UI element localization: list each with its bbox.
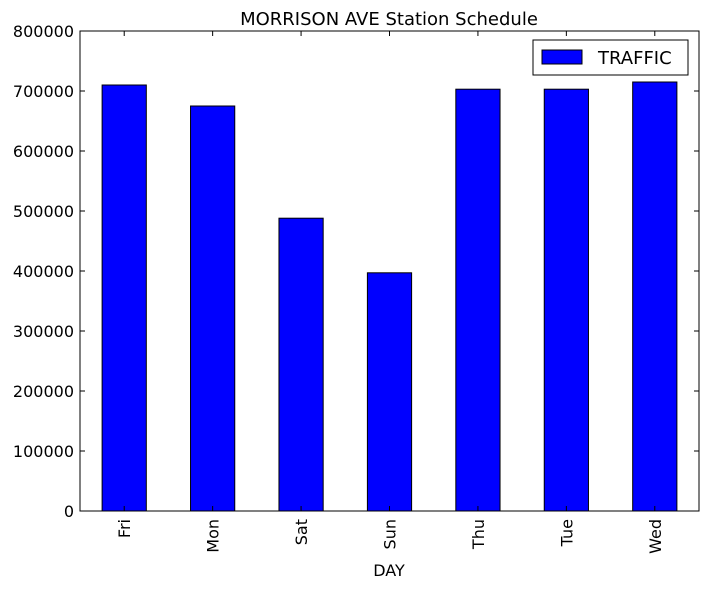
bar-sat (278, 217, 324, 512)
y-tick-label: 300000 (13, 322, 74, 341)
x-tick-label: Sat (292, 519, 311, 545)
bar-wed (632, 81, 678, 512)
x-tick-label: Mon (204, 519, 223, 553)
y-tick-label: 700000 (13, 82, 74, 101)
y-tick-label: 400000 (13, 262, 74, 281)
y-axis: 0 100000 200000 300000 400000 500000 600000 700… (13, 22, 699, 521)
bar-mon (190, 105, 236, 512)
y-tick-label: 0 (64, 502, 74, 521)
plot-frame (79, 30, 700, 512)
legend: TRAFFIC (532, 39, 689, 76)
y-tick-label: 200000 (13, 382, 74, 401)
bar-tue (543, 88, 589, 512)
x-tick-label: Tue (557, 519, 576, 547)
bars-group (101, 81, 678, 512)
x-tick-label: Wed (646, 519, 665, 554)
x-axis-label: DAY (373, 561, 405, 580)
y-tick-label: 600000 (13, 142, 74, 161)
bar-thu (455, 88, 501, 512)
bar-sun (366, 272, 413, 512)
x-axis: Fri Mon Sat Sun Thu Tue Wed (115, 31, 665, 554)
y-tick-label: 800000 (13, 22, 74, 41)
y-tick-label: 500000 (13, 202, 74, 221)
chart-title: MORRISON AVE Station Schedule (240, 9, 538, 30)
y-tick-label: 100000 (13, 442, 74, 461)
legend-swatch (541, 49, 583, 65)
legend-label: TRAFFIC (597, 48, 672, 69)
x-tick-label: Sun (381, 519, 400, 549)
x-tick-label: Fri (115, 519, 134, 538)
bar-fri (101, 84, 147, 512)
x-tick-label: Thu (469, 519, 488, 550)
